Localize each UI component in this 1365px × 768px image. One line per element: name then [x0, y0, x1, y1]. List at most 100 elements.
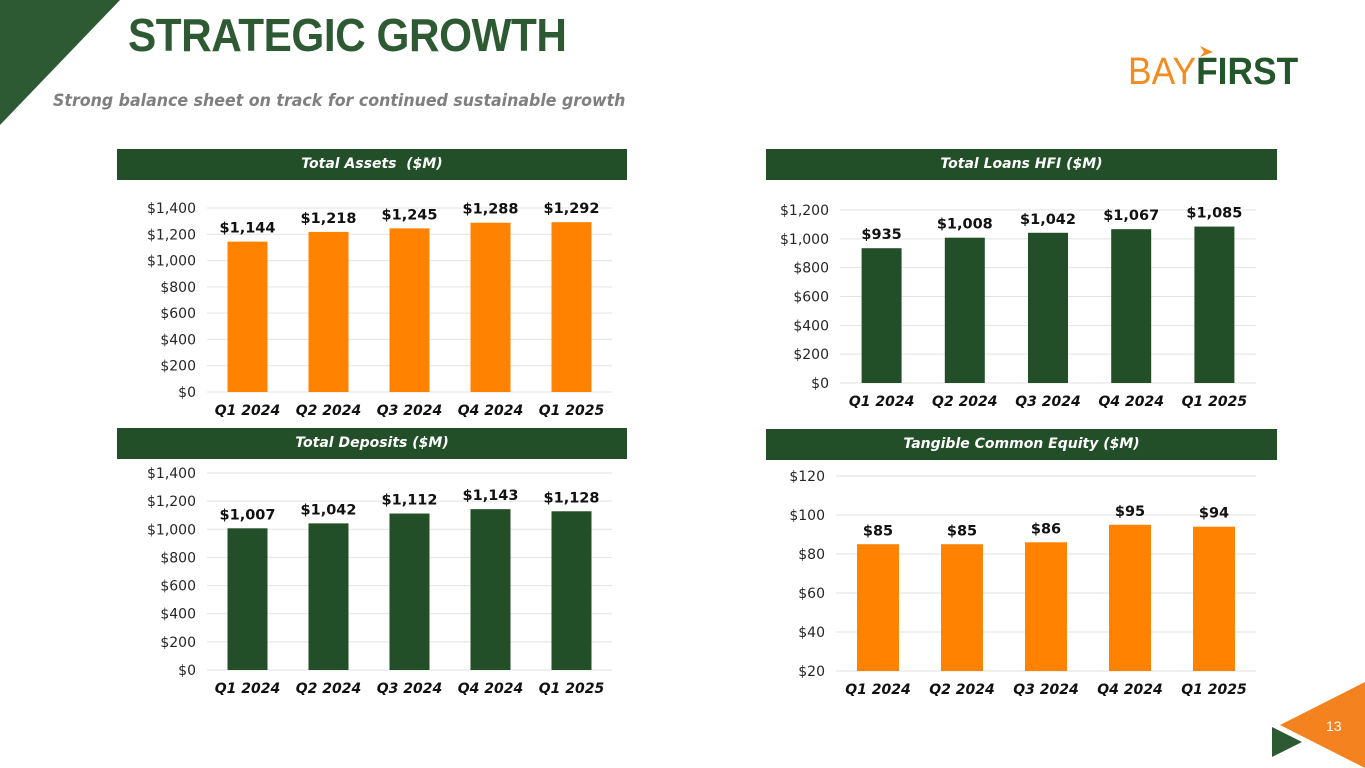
bar	[227, 528, 268, 670]
bar	[389, 513, 430, 670]
bar	[861, 248, 902, 383]
x-tick-label: Q3 2024	[377, 403, 442, 419]
y-tick-label: $600	[160, 306, 196, 322]
panel-total-assets: Total Assets ($M) $0 $200 $400 $600 $800 $1,0…	[117, 149, 627, 429]
y-tick-label: $20	[798, 664, 825, 680]
y-tick-label: $1,200	[147, 494, 196, 510]
page-title: STRATEGIC GROWTH	[128, 9, 567, 61]
y-tick-label: $1,200	[780, 203, 829, 219]
data-label: $1,288	[463, 202, 519, 218]
y-tick-label: $1,200	[147, 227, 196, 243]
data-label: $1,218	[301, 211, 357, 227]
bar	[941, 544, 983, 671]
chart-title: Total Deposits ($M)	[117, 428, 627, 459]
panel-tangible-common-equity: Tangible Common Equity ($M) $20 $40 $60 $80…	[766, 429, 1277, 709]
y-tick-label: $200	[160, 635, 196, 651]
y-tick-label: $60	[798, 586, 825, 602]
x-tick-label: Q4 2024	[1097, 682, 1162, 698]
bar	[308, 523, 349, 670]
bar-chart-tangible-common-equity: $20 $40 $60 $80 $100 $120 $85 Q1 2024 $85 Q2 2024…	[789, 469, 1256, 698]
data-label: $85	[947, 523, 977, 539]
bar	[1025, 542, 1067, 671]
data-label: $1,143	[463, 488, 519, 504]
x-tick-label: Q1 2024	[215, 403, 280, 419]
bar	[551, 222, 592, 392]
chart-title: Total Loans HFI ($M)	[766, 149, 1277, 180]
y-tick-label: $800	[160, 550, 196, 566]
y-tick-label: $600	[160, 579, 196, 595]
chart-title: Total Assets ($M)	[117, 149, 627, 180]
x-tick-label: Q4 2024	[1098, 394, 1163, 410]
y-tick-label: $1,400	[147, 466, 196, 482]
data-label: $1,085	[1186, 206, 1242, 222]
panel-total-loans: Total Loans HFI ($M) $0 $200 $400 $600 $800 $…	[766, 149, 1277, 424]
data-label: $1,067	[1103, 208, 1159, 224]
bar	[470, 222, 511, 392]
data-label: $935	[861, 227, 901, 243]
y-tick-label: $120	[789, 469, 825, 485]
bar	[227, 241, 268, 392]
data-label: $1,042	[301, 502, 357, 518]
y-tick-label: $800	[793, 261, 829, 277]
data-label: $1,292	[544, 201, 600, 217]
y-tick-label: $0	[178, 663, 196, 679]
bar	[308, 231, 349, 392]
arrow-right-icon	[1272, 727, 1302, 757]
y-tick-label: $40	[798, 625, 825, 641]
x-tick-label: Q1 2025	[1182, 394, 1248, 410]
x-tick-label: Q3 2024	[377, 681, 442, 697]
bar-chart-total-loans: $0 $200 $400 $600 $800 $1,000 $1,200 $935 Q1 202…	[780, 203, 1256, 410]
x-tick-label: Q1 2024	[215, 681, 280, 697]
data-label: $1,042	[1020, 212, 1076, 228]
bar	[470, 509, 511, 670]
x-tick-label: Q1 2025	[539, 681, 605, 697]
bar	[857, 544, 899, 671]
x-tick-label: Q2 2024	[932, 394, 997, 410]
y-tick-label: $400	[793, 318, 829, 334]
bar	[1109, 524, 1151, 671]
x-tick-label: Q1 2025	[1181, 682, 1247, 698]
y-tick-label: $400	[160, 607, 196, 623]
x-tick-label: Q3 2024	[1015, 394, 1080, 410]
y-tick-label: $200	[160, 359, 196, 375]
bar	[1111, 229, 1152, 383]
x-tick-label: Q4 2024	[458, 681, 523, 697]
bar-chart-total-assets: $0 $200 $400 $600 $800 $1,000 $1,200 $1,400 $1,1…	[147, 201, 612, 419]
bar	[389, 228, 430, 392]
data-label: $94	[1199, 506, 1229, 522]
data-label: $86	[1031, 521, 1061, 537]
y-tick-label: $80	[798, 547, 825, 563]
data-label: $1,128	[544, 490, 600, 506]
y-tick-label: $0	[811, 376, 829, 392]
chart-title: Tangible Common Equity ($M)	[766, 429, 1277, 460]
y-tick-label: $600	[793, 290, 829, 306]
logo-text-bay: BAY	[1128, 51, 1197, 93]
x-tick-label: Q1 2024	[845, 682, 910, 698]
page-subtitle: Strong balance sheet on track for contin…	[53, 91, 626, 111]
data-label: $1,245	[382, 207, 438, 223]
x-tick-label: Q1 2024	[849, 394, 914, 410]
y-tick-label: $200	[793, 347, 829, 363]
panel-total-deposits: Total Deposits ($M) $0 $200 $400 $600 $800 $1…	[117, 428, 627, 708]
logo-arrow-icon	[1200, 46, 1213, 57]
y-tick-label: $800	[160, 280, 196, 296]
x-tick-label: Q2 2024	[296, 681, 361, 697]
y-tick-label: $1,000	[147, 254, 196, 270]
x-tick-label: Q1 2025	[539, 403, 605, 419]
bayfirst-logo: BAYFIRST	[1128, 52, 1298, 92]
data-label: $1,008	[937, 217, 993, 233]
y-tick-label: $1,000	[147, 522, 196, 538]
bar	[1193, 526, 1235, 671]
corner-triangle-decoration	[0, 0, 120, 125]
y-tick-label: $400	[160, 332, 196, 348]
y-tick-label: $100	[789, 508, 825, 524]
bar	[944, 237, 985, 383]
x-tick-label: Q2 2024	[929, 682, 994, 698]
bar	[1194, 226, 1235, 383]
y-tick-label: $0	[178, 385, 196, 401]
bar-chart-total-deposits: $0 $200 $400 $600 $800 $1,000 $1,200 $1,400 $1,0…	[147, 466, 612, 697]
y-tick-label: $1,400	[147, 201, 196, 217]
y-tick-label: $1,000	[780, 232, 829, 248]
bar	[1028, 232, 1068, 383]
data-label: $1,112	[382, 493, 438, 509]
